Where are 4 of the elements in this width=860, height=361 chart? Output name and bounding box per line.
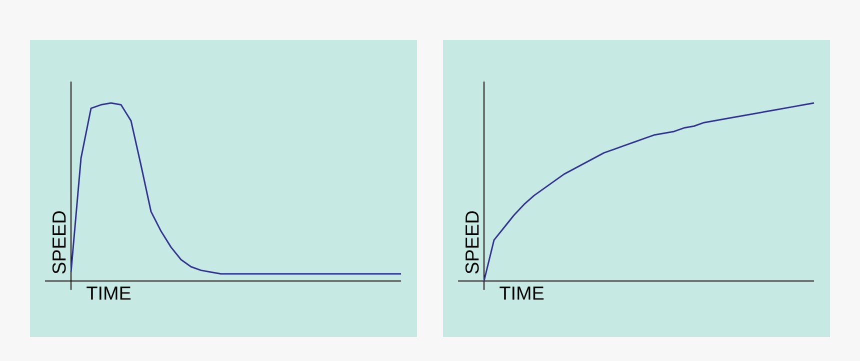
x-axis-title: TIME	[86, 286, 131, 300]
y-axis-title: SPEED	[52, 211, 66, 274]
x-axis-title: TIME	[500, 286, 544, 300]
y-axis-title: SPEED	[465, 211, 479, 274]
